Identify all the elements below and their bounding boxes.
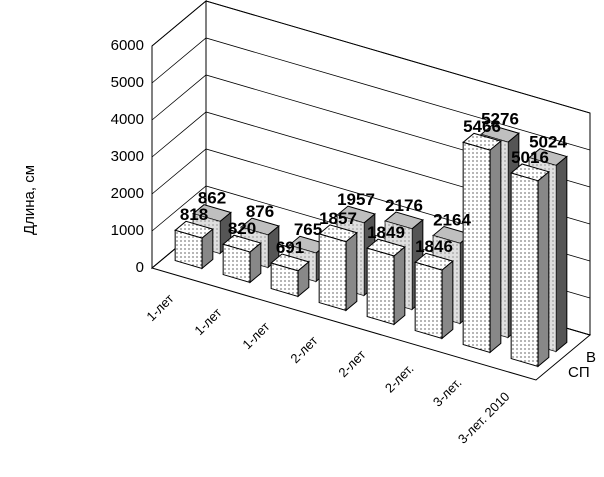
value-label: 818 — [180, 205, 208, 224]
value-label: 1957 — [337, 190, 375, 209]
x-tick-label: 2-лет — [287, 333, 320, 366]
grid-line — [151, 74, 591, 188]
y-tick-label: 1000 — [111, 222, 144, 239]
y-tick-label: 0 — [136, 259, 144, 276]
bar-side — [393, 245, 406, 326]
x-tick-label: 2-лет — [335, 347, 368, 380]
x-tick-label: 2-лет. — [382, 361, 417, 396]
bar — [318, 224, 358, 312]
value-label: 691 — [276, 238, 304, 257]
value-label: 1849 — [367, 223, 405, 242]
grid-line — [151, 148, 591, 262]
x-tick-label: 3-лет. — [430, 375, 465, 410]
bar — [222, 234, 262, 284]
bar-front — [462, 141, 491, 354]
bar-side — [345, 231, 358, 312]
value-label: 862 — [198, 189, 226, 208]
bar-front — [318, 233, 347, 312]
x-tick-label: 3-лет. 2010 — [455, 389, 513, 447]
bar-front — [222, 243, 251, 284]
bar-front — [414, 261, 443, 340]
value-label: 5024 — [529, 133, 567, 152]
bar — [462, 132, 502, 354]
value-label: 5276 — [481, 109, 519, 128]
value-label: 876 — [246, 202, 274, 221]
legend-label: В — [586, 349, 596, 366]
x-tick-label: 1-лет — [191, 305, 224, 338]
y-tick-label: 6000 — [111, 37, 144, 54]
x-tick-label: 1-лет — [239, 319, 272, 352]
bar-front — [174, 229, 203, 270]
grid-line — [151, 111, 591, 225]
value-label: 1846 — [415, 237, 453, 256]
bar-side — [489, 140, 502, 354]
bar — [174, 220, 214, 270]
y-tick-label: 2000 — [111, 185, 144, 202]
value-label: 5466 — [463, 117, 501, 136]
value-label: 1857 — [319, 209, 357, 228]
bar-front — [270, 262, 299, 298]
bar — [366, 238, 406, 326]
x-tick-label: 1-лет — [143, 291, 176, 324]
grid-line — [151, 0, 591, 114]
grid-line — [151, 37, 591, 151]
y-axis-title: Длина, см — [21, 165, 38, 235]
value-label: 2164 — [433, 210, 471, 229]
y-tick-label: 4000 — [111, 111, 144, 128]
bar — [414, 252, 454, 340]
bar-side — [555, 155, 568, 353]
bar — [270, 253, 310, 298]
value-label: 765 — [294, 220, 322, 239]
value-label: 5016 — [511, 148, 549, 167]
bar — [510, 163, 550, 368]
bar-side — [537, 170, 550, 368]
value-label: 2176 — [385, 196, 423, 215]
y-tick-label: 5000 — [111, 74, 144, 91]
legend-label: СП — [568, 364, 590, 381]
bar-front — [366, 247, 395, 326]
value-label: 820 — [228, 219, 256, 238]
y-tick-label: 3000 — [111, 148, 144, 165]
bar-side — [441, 260, 454, 340]
bar-front — [510, 172, 539, 368]
